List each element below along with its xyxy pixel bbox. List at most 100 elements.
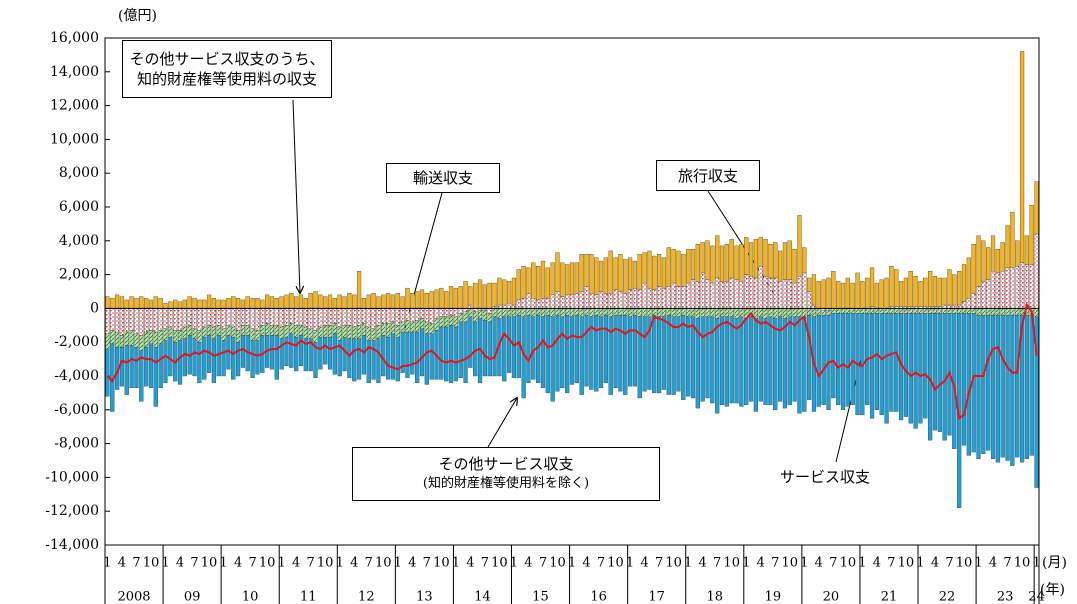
- bar: [656, 308, 662, 318]
- bar: [627, 257, 633, 290]
- bar: [550, 262, 555, 296]
- bar: [560, 296, 565, 309]
- y-tick-label: 10,000: [50, 131, 99, 147]
- bar: [308, 308, 313, 329]
- bar: [739, 244, 744, 282]
- bar: [318, 336, 323, 370]
- bar: [1010, 211, 1015, 269]
- bar: [376, 296, 381, 309]
- bar: [134, 298, 139, 309]
- bar: [337, 326, 342, 341]
- bar: [482, 284, 488, 309]
- bar: [560, 308, 565, 318]
- bar: [197, 308, 202, 331]
- bar: [598, 291, 604, 309]
- bar: [119, 335, 125, 348]
- bar: [1005, 308, 1010, 316]
- bar: [981, 281, 986, 309]
- x-tick-label: 10: [840, 556, 857, 571]
- bar: [105, 348, 110, 397]
- bar: [327, 294, 333, 309]
- bar: [303, 308, 308, 328]
- bar: [671, 249, 676, 284]
- bar: [240, 299, 246, 309]
- plot-frame: [104, 37, 1040, 546]
- y-tick-label: 16,000: [50, 30, 99, 46]
- bar: [840, 282, 846, 309]
- bar: [768, 316, 773, 405]
- bar: [400, 308, 405, 323]
- bar: [802, 308, 807, 318]
- bar: [163, 308, 168, 329]
- bar: [874, 313, 879, 410]
- bar: [124, 299, 129, 309]
- bar: [424, 333, 429, 385]
- bar: [129, 345, 134, 389]
- bar: [531, 308, 536, 318]
- bar: [284, 336, 289, 367]
- bar: [724, 308, 729, 318]
- bar: [1010, 267, 1015, 309]
- bar: [352, 294, 357, 309]
- bar: [540, 316, 546, 389]
- bar: [589, 293, 594, 309]
- year-label: 16: [590, 590, 607, 604]
- bar: [298, 308, 304, 326]
- bar: [521, 308, 526, 318]
- bar: [158, 330, 163, 345]
- bar: [492, 282, 497, 307]
- x-tick-label: 10: [781, 556, 798, 571]
- x-tick-label: 1: [858, 556, 866, 571]
- bar: [855, 308, 860, 314]
- bar: [1005, 267, 1010, 309]
- x-tick-label: 1: [684, 556, 692, 571]
- bar: [913, 313, 918, 429]
- bar: [376, 308, 381, 326]
- bar: [942, 308, 947, 314]
- bar: [836, 281, 841, 309]
- bar: [1015, 314, 1020, 458]
- bar: [807, 308, 812, 316]
- x-tick-label: 4: [118, 556, 126, 571]
- bar: [415, 291, 420, 309]
- bar: [792, 249, 797, 284]
- callout-line: [487, 398, 517, 448]
- bar: [724, 281, 729, 309]
- bar: [632, 308, 638, 316]
- bar: [961, 308, 967, 314]
- bar: [284, 294, 289, 309]
- bar: [279, 308, 284, 328]
- x-tick-label: 10: [665, 556, 682, 571]
- bar: [990, 271, 996, 309]
- bar: [444, 308, 449, 318]
- x-tick-label: 4: [234, 556, 242, 571]
- bar: [458, 313, 463, 323]
- bar: [574, 262, 579, 294]
- bar: [719, 245, 725, 282]
- bar: [371, 308, 376, 329]
- bar: [284, 325, 289, 338]
- year-label: 22: [939, 590, 956, 604]
- bar: [323, 325, 328, 338]
- bar: [448, 308, 454, 316]
- bar: [995, 249, 1000, 274]
- bar: [545, 314, 550, 394]
- bar: [323, 308, 328, 326]
- bar: [536, 299, 541, 309]
- bar: [492, 308, 497, 318]
- bar: [139, 308, 144, 336]
- bar: [869, 308, 875, 314]
- bar: [395, 336, 400, 382]
- bar: [565, 308, 570, 316]
- bar: [405, 308, 410, 321]
- bar: [986, 247, 991, 280]
- year-label: 24: [1028, 590, 1045, 604]
- bar: [1019, 262, 1025, 309]
- bar: [545, 267, 550, 299]
- bar: [342, 296, 347, 309]
- bar: [182, 326, 187, 339]
- bar: [144, 331, 149, 348]
- bar: [981, 240, 986, 282]
- bar: [332, 323, 337, 334]
- x-tick-label: 7: [248, 556, 256, 571]
